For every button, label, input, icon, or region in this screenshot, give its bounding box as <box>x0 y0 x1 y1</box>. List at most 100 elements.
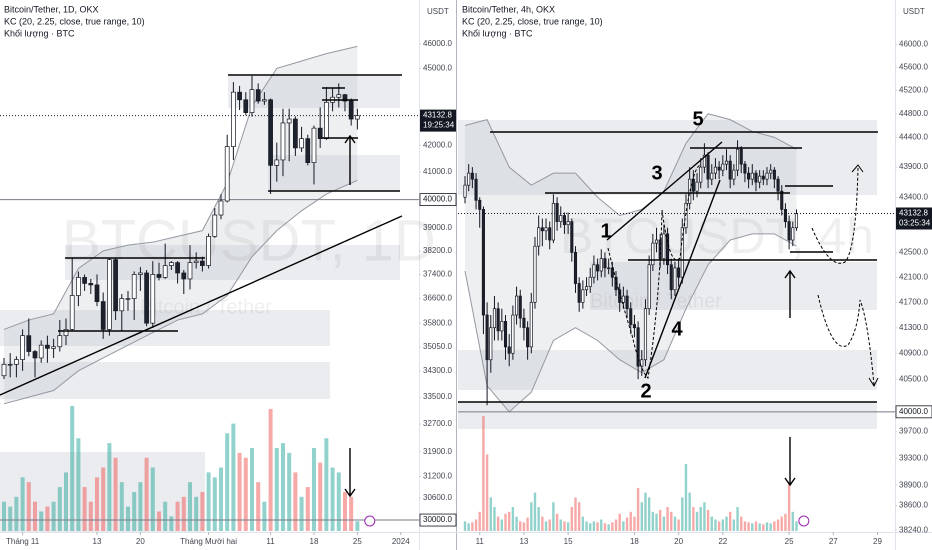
volume-bar <box>614 519 618 531</box>
volume-bar <box>474 519 478 531</box>
candle-body <box>7 364 13 366</box>
candle-body <box>780 190 784 210</box>
volume-bar <box>751 523 754 531</box>
candle-body <box>695 181 699 192</box>
projection-arrowhead <box>851 164 864 173</box>
candle-body <box>255 89 261 102</box>
candle-body <box>348 100 354 120</box>
y-tick-label: 38600.0 <box>899 501 928 510</box>
projection-arrowhead <box>868 377 879 388</box>
candle-body <box>206 236 211 266</box>
volume-bar <box>70 406 75 531</box>
volume-bar <box>717 521 721 531</box>
candle-body <box>713 166 717 174</box>
volume-bar <box>600 519 603 531</box>
x-tick-label: 25 <box>353 537 362 546</box>
candle-body <box>175 262 180 274</box>
volume-bar <box>342 491 347 531</box>
candle-body <box>632 324 636 329</box>
candle-body <box>761 175 765 180</box>
candle-body <box>474 178 478 201</box>
last-price-box <box>896 207 932 230</box>
volume-bar <box>187 482 192 531</box>
volume-bar <box>125 506 130 531</box>
kc-fill <box>464 113 797 412</box>
volume-bar <box>163 501 168 531</box>
volume-bar <box>249 447 254 531</box>
volume-bar <box>1 501 6 531</box>
level-label-box <box>419 513 457 527</box>
candle-body <box>643 308 648 361</box>
volume-bar <box>175 501 180 531</box>
candle-body <box>249 89 255 113</box>
x-tick-label: 2024 <box>392 537 410 546</box>
x-tick-label: 27 <box>829 537 838 546</box>
volume-label: Khối lượng · BTC <box>4 28 75 38</box>
last-price-box <box>420 109 456 132</box>
volume-bar <box>622 521 625 531</box>
volume-bar <box>101 467 106 531</box>
volume-bar <box>311 447 316 531</box>
candle-body <box>169 262 174 266</box>
x-tick-label: Tháng 11 <box>6 537 40 546</box>
volume-bar <box>541 516 544 531</box>
candle-body <box>772 169 776 180</box>
volume-bar <box>662 516 666 531</box>
volume-bar <box>489 497 492 531</box>
chart-title: Bitcoin/Tether, 4h, OKX <box>462 4 555 14</box>
candle-body <box>596 264 600 272</box>
volume-bar <box>636 487 640 531</box>
candle-body <box>511 314 515 354</box>
y-tick-label: 37400.0 <box>423 270 452 279</box>
volume-bar <box>611 522 614 531</box>
candle-body <box>769 169 773 174</box>
candle-body <box>754 172 758 183</box>
candle-body <box>677 267 681 278</box>
watermark-sub: Bitcoin / Tether <box>140 296 272 318</box>
candle-body <box>787 221 791 241</box>
candle-body <box>481 209 485 316</box>
candle-body <box>526 327 530 348</box>
volume-bar <box>563 521 566 531</box>
y-tick-label: 38200.0 <box>423 246 452 255</box>
candle-body <box>750 172 754 180</box>
volume-bar <box>485 454 489 531</box>
y-tick-label: 33500.0 <box>423 392 452 401</box>
candle-body <box>63 329 69 337</box>
candle-body <box>710 172 714 180</box>
candle-body <box>342 94 348 102</box>
volume-bar <box>762 524 765 531</box>
volume-bar <box>200 491 205 531</box>
candle-body <box>791 227 795 241</box>
volume-bar <box>603 523 607 531</box>
y-tick-label: 41300.0 <box>899 323 928 332</box>
volume-label: Khối lượng · BTC <box>462 28 533 38</box>
last-price-label: 43132.8 <box>899 209 928 218</box>
candle-body <box>1 364 7 377</box>
volume-bar <box>20 477 25 531</box>
zone <box>0 362 330 399</box>
y-tick-label: 35800.0 <box>423 318 452 327</box>
projection-path <box>811 167 859 264</box>
volume-bar <box>684 463 688 531</box>
volume-bar <box>467 523 470 531</box>
y-tick-label: 45600.0 <box>899 62 928 71</box>
candle-body <box>131 274 137 299</box>
volume-bar <box>206 472 211 531</box>
countdown: 19:25:34 <box>423 121 455 130</box>
volume-bar <box>692 507 695 531</box>
volume-bar <box>330 467 335 531</box>
candle-body <box>783 209 787 222</box>
down-arrow <box>344 448 356 498</box>
level-label-box <box>895 405 932 419</box>
y-tick-label: 45000.0 <box>423 64 452 73</box>
candle-body <box>728 160 732 180</box>
volume-bar <box>274 447 279 531</box>
candle-body <box>747 172 751 180</box>
volume-bar <box>515 516 518 531</box>
trend-line <box>644 179 721 379</box>
candle-body <box>317 127 323 139</box>
volume-bar <box>471 522 474 531</box>
y-tick-label: 39700.0 <box>899 427 928 436</box>
trend-line <box>606 141 723 241</box>
